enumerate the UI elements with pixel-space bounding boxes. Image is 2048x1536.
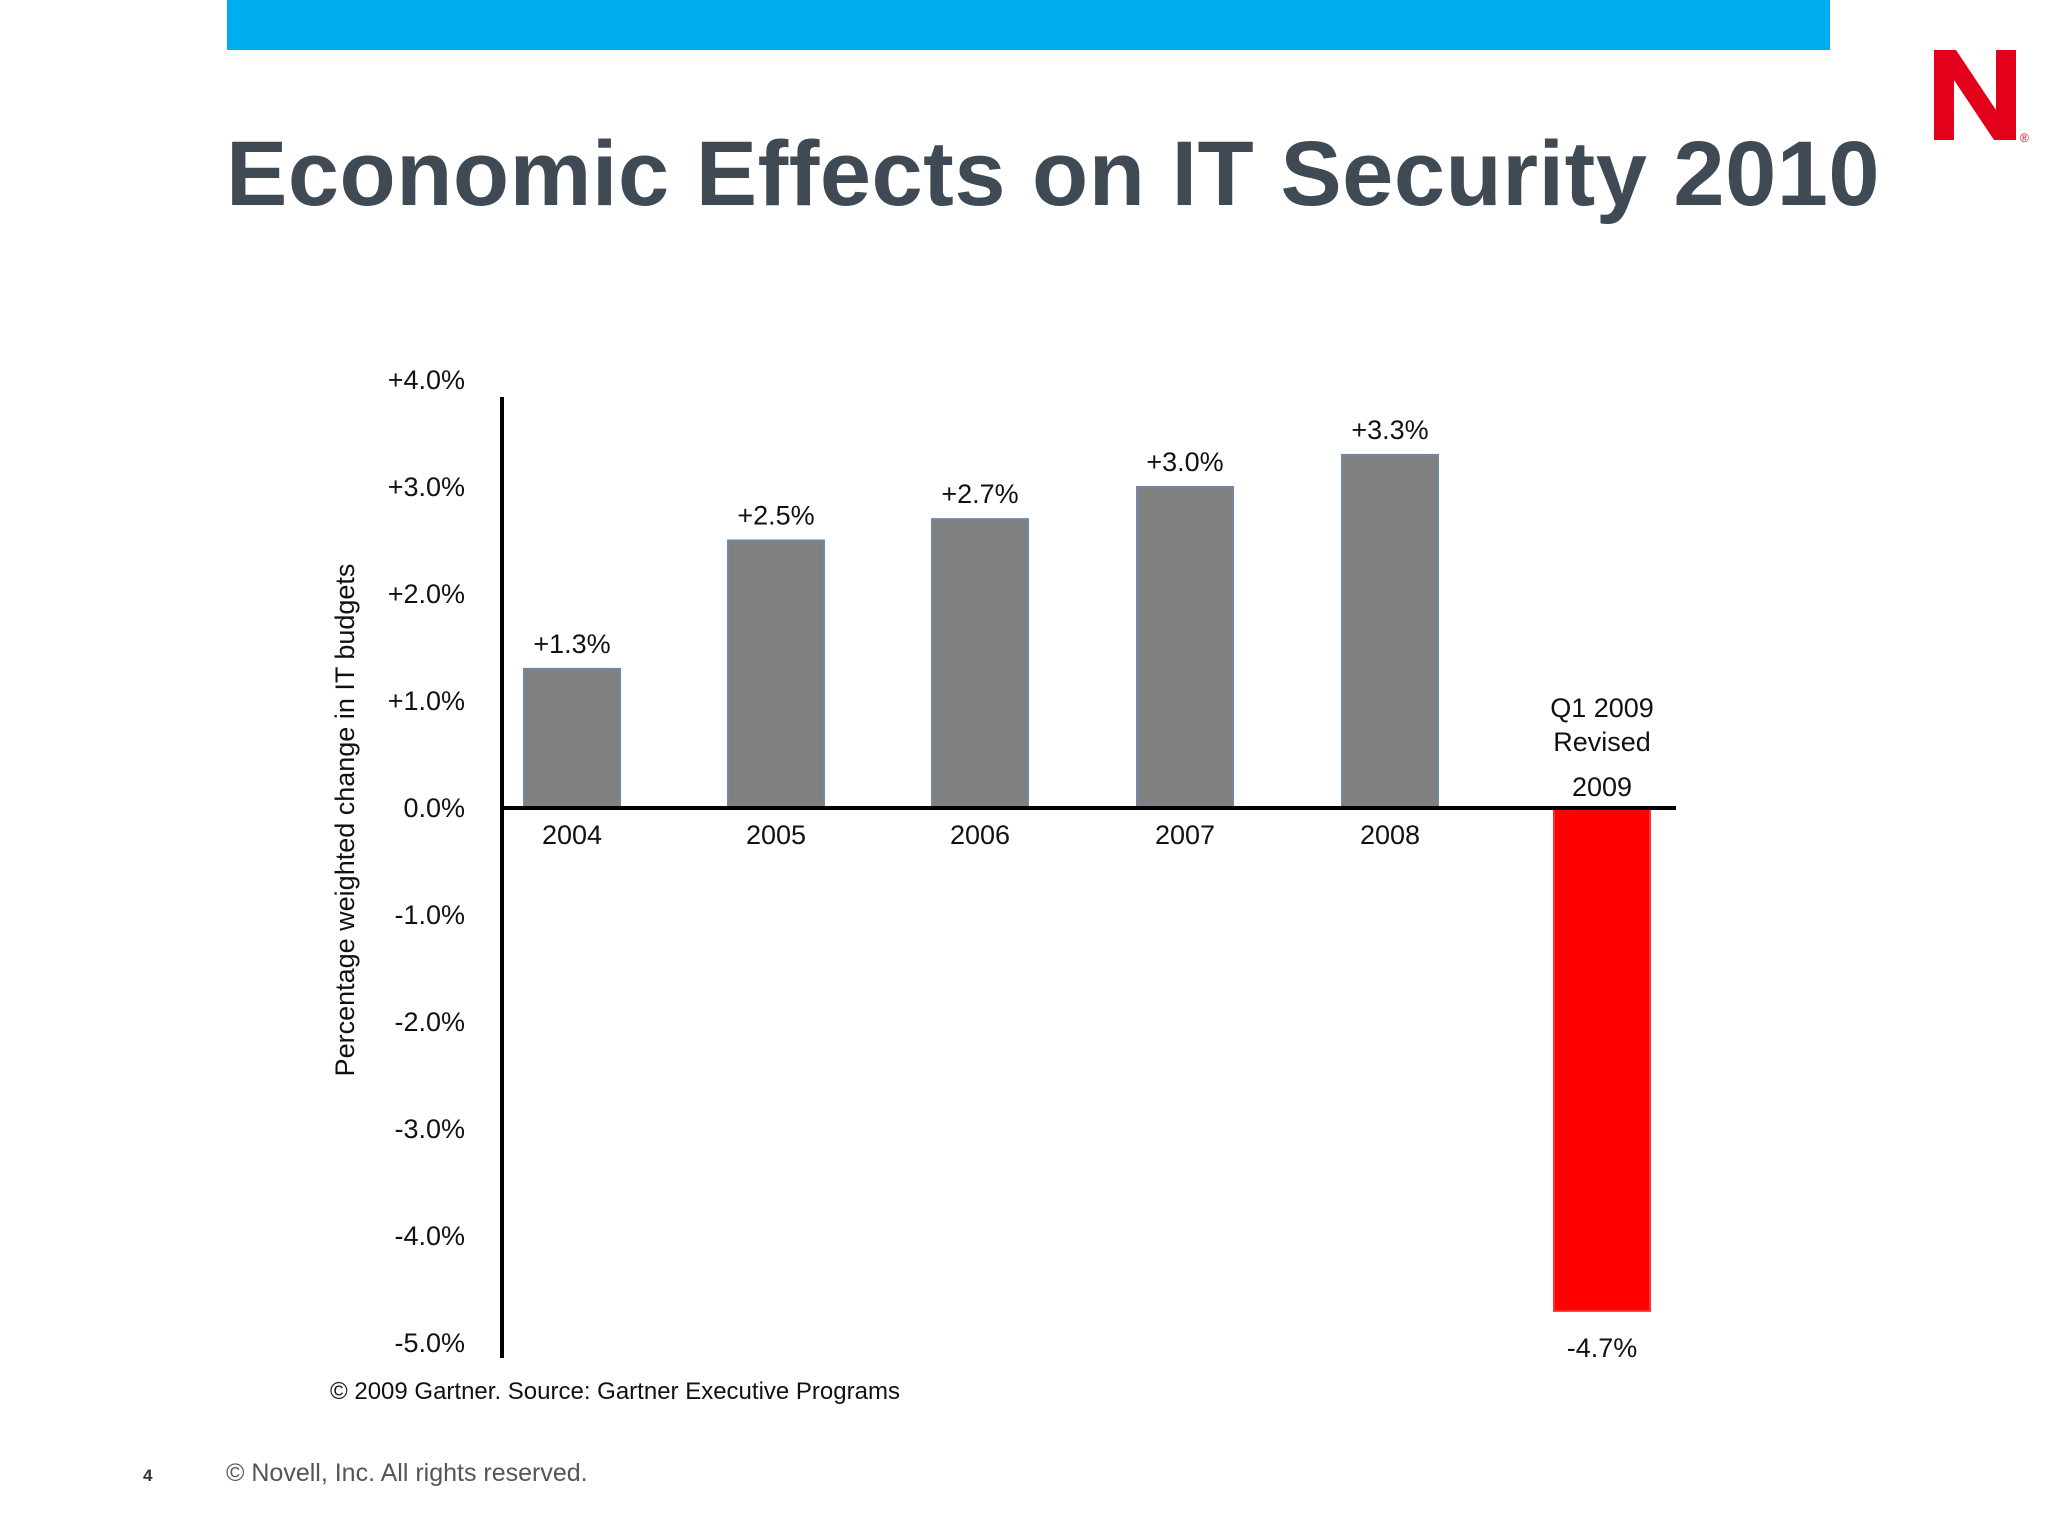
x-category-label: 2005 [746,820,806,850]
chart-source: © 2009 Gartner. Source: Gartner Executiv… [330,1378,900,1405]
data-label: +2.7% [941,479,1018,509]
bar-2007 [1136,486,1234,809]
bar-2006 [931,518,1029,809]
accent-bar [227,0,1830,50]
copyright-footer: © Novell, Inc. All rights reserved. [226,1459,588,1487]
y-tick-label: +2.0% [388,579,465,609]
y-tick-label: -3.0% [394,1114,465,1144]
bar-2008 [1341,453,1439,809]
data-label: +1.3% [533,629,610,659]
y-tick-label: -2.0% [394,1007,465,1037]
chart-annotation: Revised [1553,727,1651,757]
bar-2004 [523,667,621,810]
y-tick-label: +1.0% [388,686,465,716]
y-tick-label: 0.0% [403,793,465,823]
y-tick-label: -5.0% [394,1328,465,1358]
data-label: +2.5% [737,501,814,531]
bar-2005 [727,539,825,809]
x-category-label: 2006 [950,820,1010,850]
novell-logo: ® [1934,50,2029,145]
svg-text:®: ® [2020,131,2029,145]
page-title: Economic Effects on IT Security 2010 [226,123,1881,225]
x-category-label: 2007 [1155,820,1215,850]
chart-annotation: Q1 2009 [1550,693,1654,723]
x-category-label: 2004 [542,820,602,850]
x-category-label: 2009 [1572,772,1632,802]
data-label: +3.0% [1146,447,1223,477]
y-axis-label: Percentage weighted change in IT budgets [330,564,360,1077]
y-tick-label: +3.0% [388,472,465,502]
y-tick-label: -1.0% [394,900,465,930]
y-tick-label: +4.0% [388,365,465,395]
x-category-label: 2008 [1360,820,1420,850]
y-tick-label: -4.0% [394,1221,465,1251]
data-label: -4.7% [1567,1333,1638,1363]
page-number: 4 [143,1466,153,1485]
bar-2009 [1553,807,1651,1312]
data-label: +3.3% [1351,415,1428,445]
